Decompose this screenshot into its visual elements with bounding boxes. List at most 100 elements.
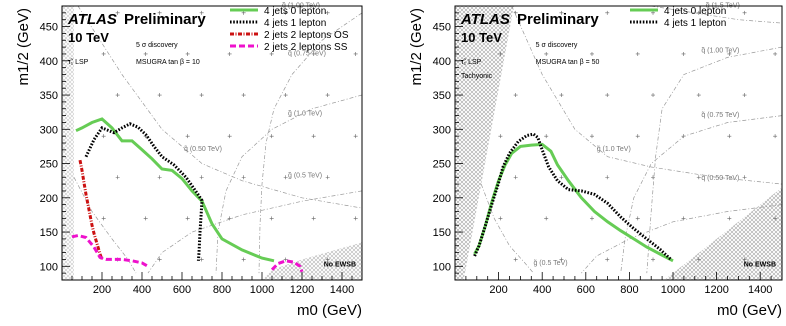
y-tick-label: 150	[40, 227, 58, 239]
lsp-label: τ̃₁ LSP	[461, 59, 482, 66]
series-line	[71, 233, 149, 268]
mass-contour-label: q̃ (0.50 TeV)	[701, 175, 739, 182]
y-tick-label: 150	[433, 227, 451, 239]
legend-label: 2 jets 2 leptons OS	[264, 30, 349, 41]
y-tick-label: 400	[40, 56, 58, 68]
series-line	[84, 122, 204, 261]
tachyonic-label: Tachyonic	[461, 73, 493, 80]
x-tick-label: 1200	[704, 284, 728, 296]
scan-point	[101, 216, 106, 221]
scan-point	[742, 10, 747, 15]
scan-point	[544, 216, 549, 221]
scan-point	[157, 175, 162, 180]
x-tick-label: 1200	[290, 284, 314, 296]
scan-point	[157, 257, 162, 262]
y-tick-label: 350	[433, 90, 451, 102]
legend-label: 4 jets 1 lepton	[264, 18, 326, 29]
y-axis-label: m1/2 (GeV)	[408, 8, 425, 86]
scan-point	[605, 93, 610, 98]
scan-point	[325, 175, 330, 180]
scan-point	[353, 51, 358, 56]
y-axis-label: m1/2 (GeV)	[15, 8, 32, 86]
legend-label: 2 jets 2 leptons SS	[264, 42, 348, 53]
scan-point	[544, 51, 549, 56]
scan-point	[635, 216, 640, 221]
scan-point	[651, 10, 656, 15]
mass-contour-line	[77, 5, 363, 209]
series-line	[270, 259, 304, 273]
scan-point	[559, 93, 564, 98]
mass-contour-line	[581, 204, 783, 274]
scan-point	[199, 257, 204, 262]
scan-point	[651, 93, 656, 98]
scan-point	[353, 134, 358, 139]
scan-point	[269, 216, 274, 221]
scan-point	[589, 134, 594, 139]
scan-point	[559, 257, 564, 262]
atlas-brand: ATLAS	[460, 11, 510, 28]
scan-point	[283, 257, 288, 262]
scan-point	[241, 10, 246, 15]
scan-point	[325, 10, 330, 15]
scan-point	[559, 175, 564, 180]
scan-point	[325, 257, 330, 262]
right-panel: q̃ (1.5 TeV)q̃ (1.00 TeV)q̃ (0.75 TeV)g̃…	[408, 2, 783, 319]
y-tick-label: 250	[433, 159, 451, 171]
scan-point	[727, 216, 732, 221]
preliminary-label: Preliminary	[517, 11, 599, 28]
scan-point	[559, 10, 564, 15]
y-tick-label: 450	[433, 22, 451, 34]
mass-contour-label: q̃ (0.75 TeV)	[701, 112, 739, 119]
discovery-label: 5 σ discovery	[136, 42, 178, 49]
x-tick-label: 600	[577, 284, 595, 296]
no-ewsb-region	[262, 242, 362, 280]
x-tick-label: 1000	[661, 284, 685, 296]
scan-point	[185, 51, 190, 56]
scan-point	[513, 257, 518, 262]
scan-point	[199, 10, 204, 15]
scan-point	[513, 93, 518, 98]
scan-point	[185, 134, 190, 139]
scan-point	[727, 51, 732, 56]
x-tick-label: 400	[533, 284, 551, 296]
scan-point	[241, 175, 246, 180]
scan-point	[185, 216, 190, 221]
scan-point	[115, 10, 120, 15]
scan-point	[742, 257, 747, 262]
x-tick-label: 200	[93, 284, 111, 296]
scan-point	[311, 51, 316, 56]
scan-point	[283, 10, 288, 15]
scan-point	[742, 175, 747, 180]
mass-contour-label: g̃ (0.5 TeV)	[533, 260, 568, 267]
scan-point	[605, 175, 610, 180]
energy-label: 10 TeV	[68, 30, 109, 45]
scan-point	[353, 216, 358, 221]
scan-point	[325, 93, 330, 98]
scan-point	[227, 134, 232, 139]
energy-label: 10 TeV	[461, 30, 502, 45]
scan-point	[311, 216, 316, 221]
x-axis-label: m0 (GeV)	[297, 302, 362, 319]
mass-contour-line	[646, 46, 783, 274]
mass-contour-line	[511, 5, 783, 185]
x-tick-label: 800	[213, 284, 231, 296]
scan-point	[589, 216, 594, 221]
preliminary-label: Preliminary	[124, 11, 206, 28]
series-line	[75, 117, 275, 263]
x-tick-label: 1400	[330, 284, 354, 296]
atlas-brand: ATLAS	[67, 11, 117, 28]
scan-point	[157, 93, 162, 98]
scan-point	[605, 257, 610, 262]
scan-point	[498, 134, 503, 139]
scan-point	[269, 51, 274, 56]
mass-contour-label: q̃ (0.75 TeV)	[288, 50, 326, 57]
scan-point	[681, 51, 686, 56]
scan-point	[115, 175, 120, 180]
scan-point	[101, 51, 106, 56]
no-ewsb-label: No EWSB	[744, 261, 776, 268]
x-tick-label: 1000	[250, 284, 274, 296]
y-tick-label: 300	[40, 124, 58, 136]
y-tick-label: 300	[433, 124, 451, 136]
scan-point	[269, 134, 274, 139]
